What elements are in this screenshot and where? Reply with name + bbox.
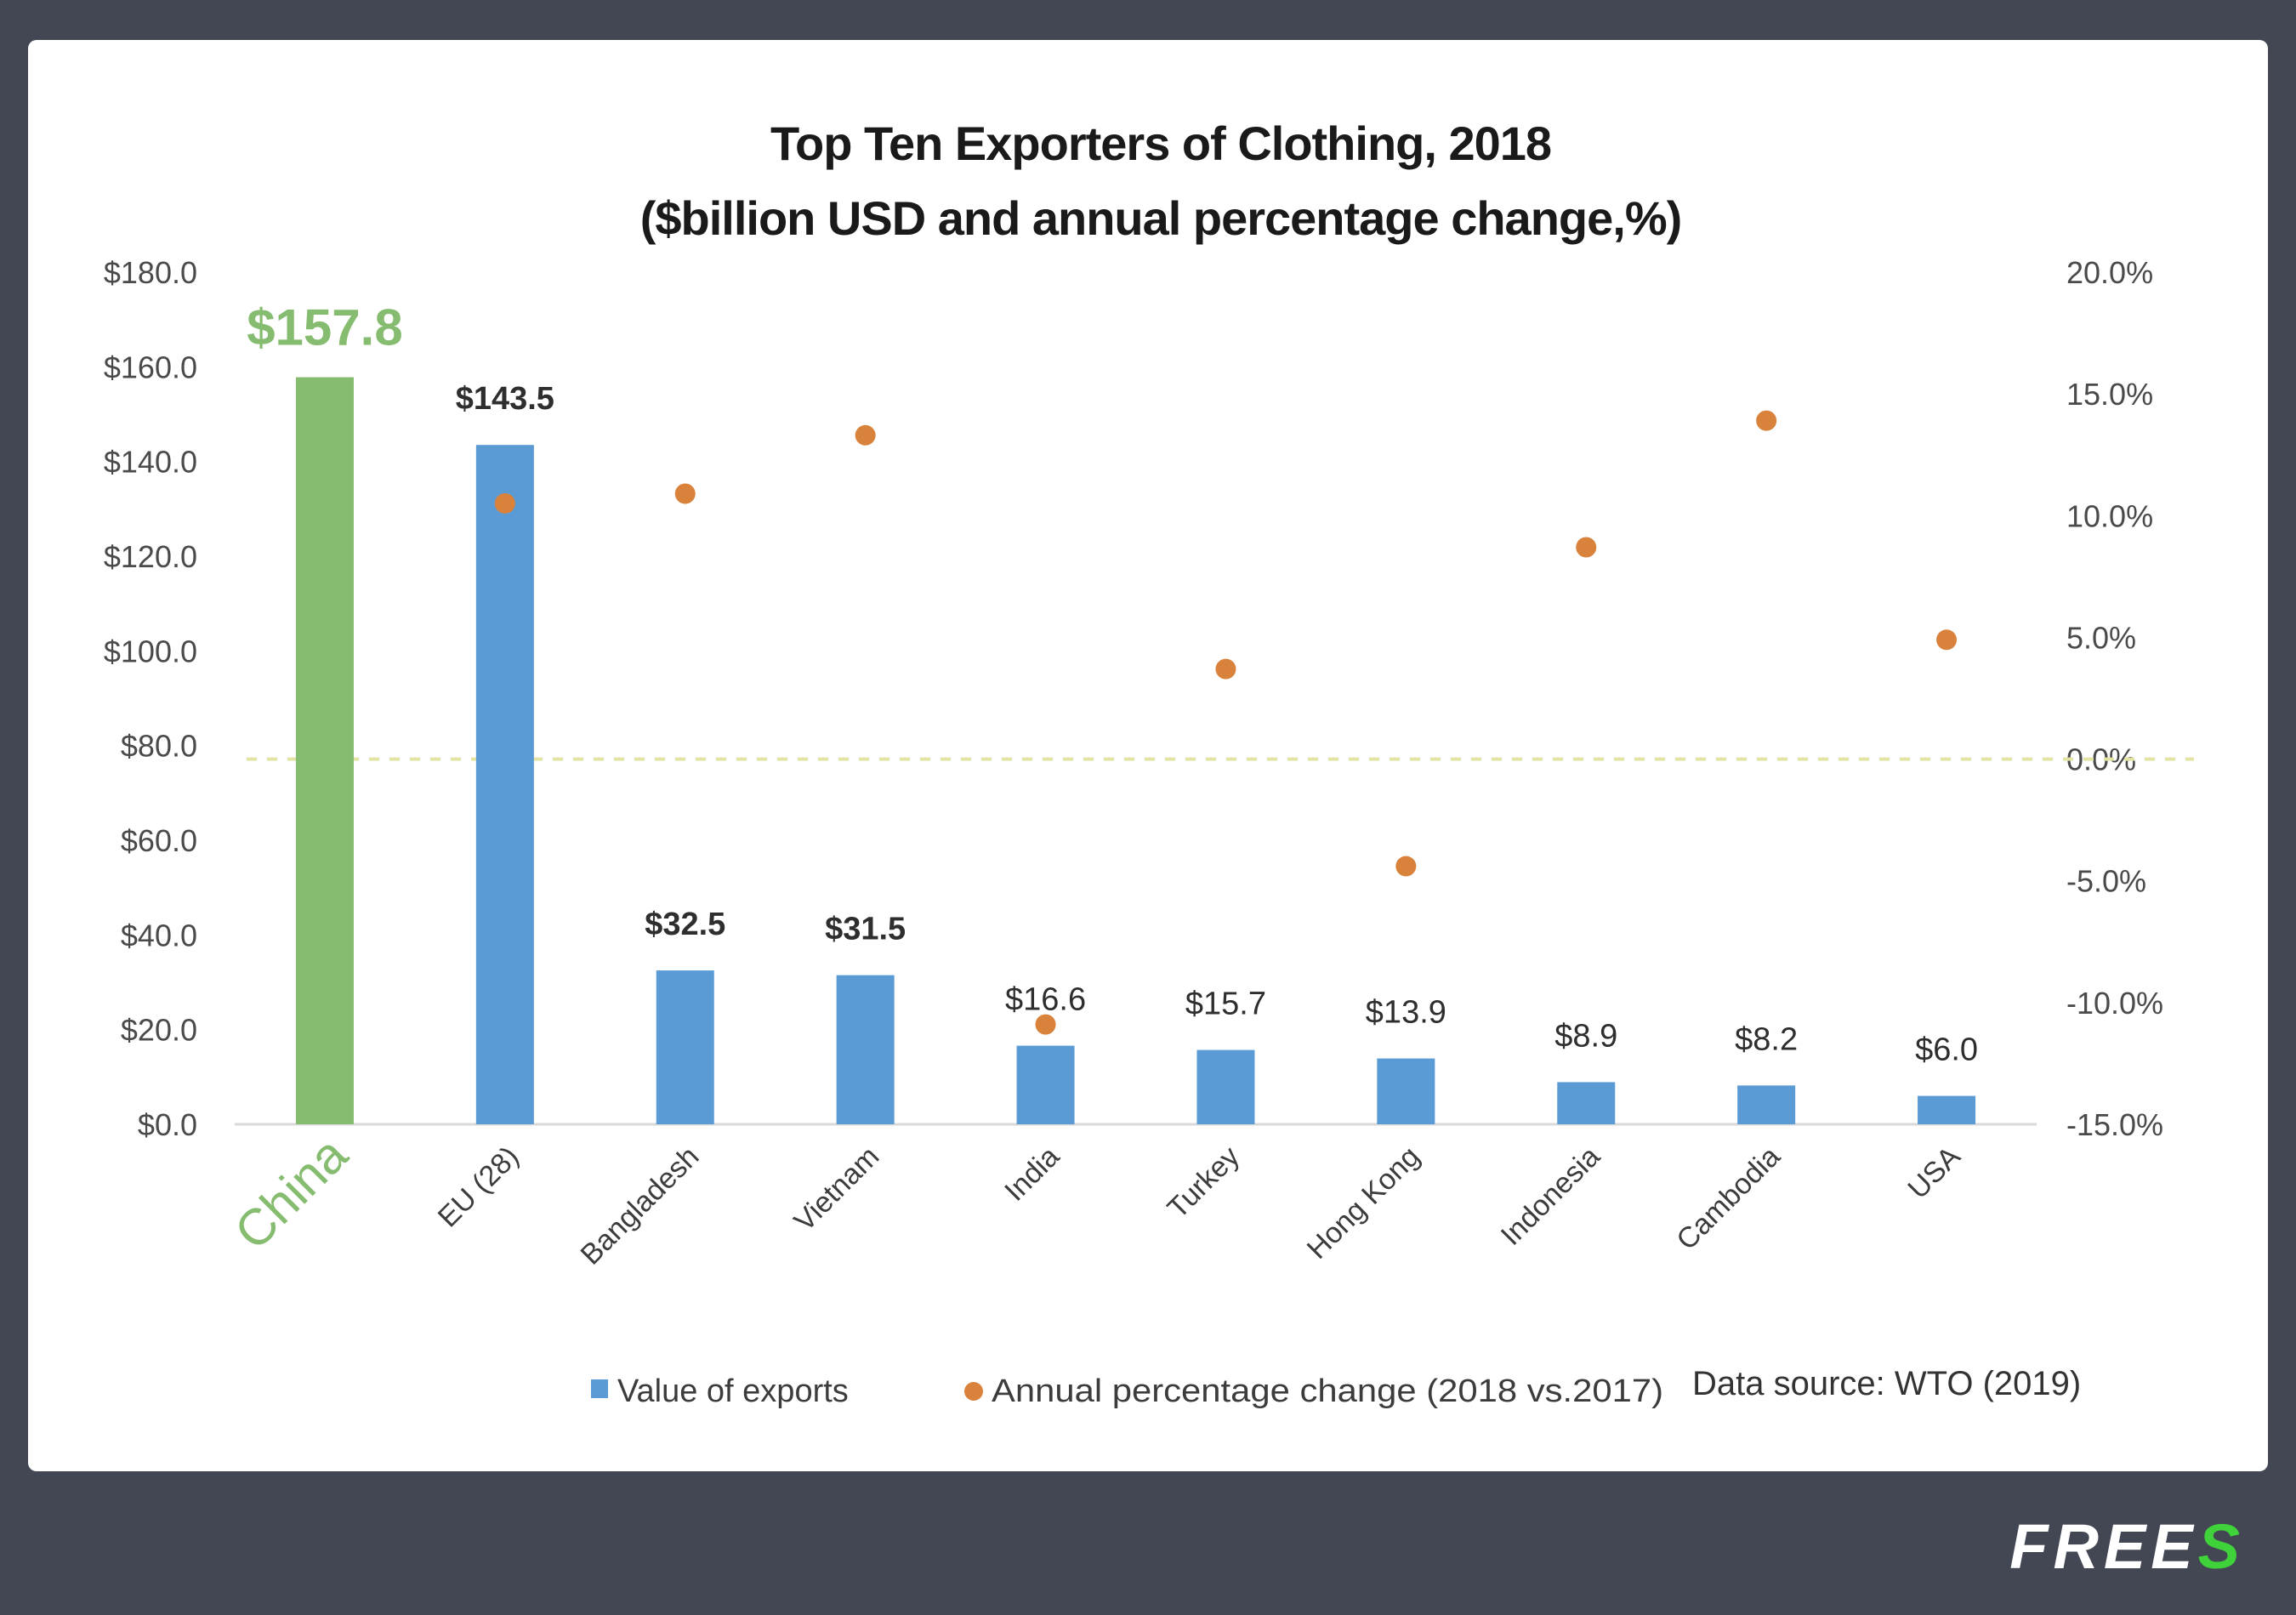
left-tick-label: $100.0 (104, 634, 197, 668)
chart-card (28, 40, 2268, 1471)
category-label-hong-kong: Hong Kong (1301, 1140, 1426, 1265)
category-labels: China EU (28) Bangladesh Vietnam India Turkey… (224, 1125, 1967, 1271)
bar-label-china: $157.8 (247, 299, 403, 356)
bar-bangladesh (656, 970, 714, 1124)
right-tick-label: -10.0% (2066, 986, 2163, 1021)
bar-label-cambodia: $8.2 (1735, 1021, 1798, 1057)
dot-turkey (1215, 658, 1236, 680)
dot-usa (1936, 629, 1958, 651)
dot-cambodia (1756, 410, 1777, 431)
category-label-turkey: Turkey (1162, 1140, 1246, 1225)
bar-label-usa: $6.0 (1915, 1032, 1978, 1068)
scatter-series (494, 410, 1958, 1035)
bar-label-turkey: $15.7 (1185, 987, 1266, 1022)
category-label-eu-28: EU (28) (432, 1140, 526, 1234)
chart-title: Top Ten Exporters of Clothing, 2018 (770, 117, 1551, 170)
left-tick-label: $140.0 (104, 445, 197, 480)
brand-accent: S (2197, 1511, 2245, 1582)
right-axis: -15.0%-10.0%-5.0%0.0%5.0%10.0%15.0%20.0% (2066, 255, 2163, 1142)
bar-india (1016, 1045, 1075, 1124)
bar-cambodia (1737, 1085, 1796, 1124)
dot-bangladesh (674, 483, 696, 504)
right-tick-label: 10.0% (2066, 498, 2153, 533)
dot-vietnam (855, 424, 876, 446)
legend-label-annual-change: Annual percentage change (2018 vs.2017) (992, 1373, 1663, 1409)
bar-label-eu-28: $143.5 (456, 381, 554, 417)
bar-series (295, 377, 1976, 1125)
left-tick-label: $0.0 (138, 1107, 197, 1142)
left-tick-label: $120.0 (104, 539, 197, 574)
left-tick-label: $60.0 (121, 823, 197, 858)
bar-usa (1918, 1095, 1976, 1124)
category-label-vietnam: Vietnam (788, 1140, 886, 1238)
dot-hong-kong (1395, 856, 1417, 877)
bar-hong-kong (1377, 1058, 1435, 1124)
bar-label-hong-kong: $13.9 (1366, 995, 1446, 1031)
legend-label-value-of-exports: Value of exports (617, 1373, 849, 1409)
category-label-bangladesh: Bangladesh (575, 1140, 706, 1271)
dot-eu-28 (494, 492, 515, 514)
bar-data-labels: $157.8 $143.5 $32.5 $31.5 $16.6 $15.7 $13.9 $8.… (247, 299, 1978, 1068)
right-tick-label: 5.0% (2066, 620, 2136, 655)
bar-label-vietnam: $31.5 (825, 912, 906, 947)
category-label-cambodia: Cambodia (1670, 1140, 1787, 1257)
bar-turkey (1196, 1049, 1255, 1124)
legend: Value of exports Annual percentage chang… (591, 1373, 1663, 1409)
left-tick-label: $20.0 (121, 1013, 197, 1048)
left-axis: $0.0 $20.0 $40.0 $60.0 $80.0 $100.0 $120.0 $140… (104, 255, 197, 1142)
chart-subtitle: ($billion USD and annual percentage chan… (640, 191, 1682, 245)
data-source-note: Data source: WTO (2019) (1692, 1365, 2081, 1402)
left-tick-label: $160.0 (104, 350, 197, 384)
legend-marker-annual-change (964, 1382, 983, 1401)
right-tick-label: 15.0% (2066, 377, 2153, 412)
brand-logo: FREES (2009, 1510, 2245, 1583)
bar-eu-28 (475, 445, 534, 1124)
left-tick-label: $180.0 (104, 255, 197, 290)
category-label-india: India (998, 1140, 1066, 1208)
bar-label-bangladesh: $32.5 (645, 907, 725, 942)
right-tick-label: 20.0% (2066, 255, 2153, 290)
bar-china (295, 377, 354, 1125)
category-label-china: China (224, 1125, 359, 1260)
dot-indonesia (1576, 537, 1597, 558)
dot-india (1035, 1014, 1056, 1035)
category-label-usa: USA (1901, 1140, 1967, 1206)
right-tick-label: -15.0% (2066, 1107, 2163, 1142)
left-tick-label: $40.0 (121, 918, 197, 953)
bar-indonesia (1557, 1082, 1616, 1124)
brand-text: FREE (2009, 1511, 2198, 1582)
right-tick-label: -5.0% (2066, 864, 2146, 899)
bar-label-india: $16.6 (1005, 982, 1086, 1018)
category-label-indonesia: Indonesia (1495, 1140, 1606, 1252)
left-tick-label: $80.0 (121, 729, 197, 764)
legend-marker-value-of-exports (591, 1379, 608, 1398)
bar-label-indonesia: $8.9 (1554, 1018, 1617, 1054)
bar-vietnam (836, 975, 895, 1124)
